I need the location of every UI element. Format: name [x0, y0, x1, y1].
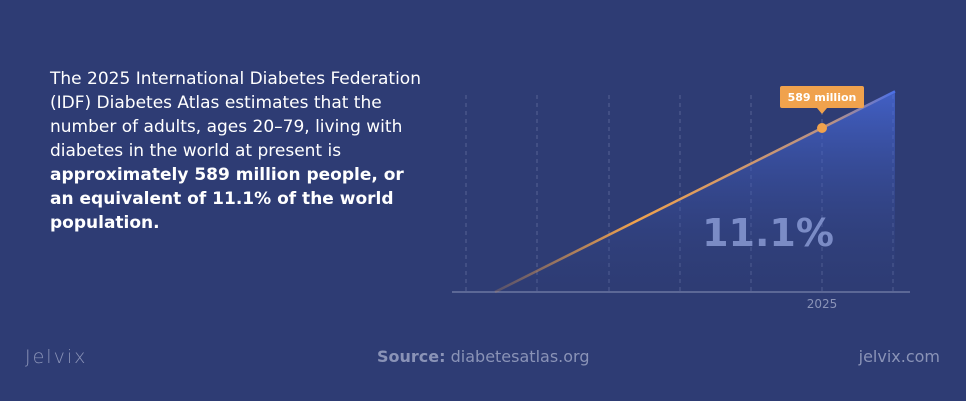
x-tick-label: 2025 [807, 297, 838, 311]
data-point-marker [817, 123, 827, 133]
chart-trend-line [494, 90, 896, 294]
chart-canvas: 11.1% 589 million 2025 [452, 86, 910, 311]
center-percent-label: 11.1% [702, 211, 834, 255]
callout-pointer [817, 108, 827, 114]
jelvix-logo: Jelvix [25, 346, 88, 368]
value-callout: 589 million [780, 86, 864, 114]
source-value: diabetesatlas.org [450, 347, 590, 366]
callout-box [780, 86, 864, 108]
source-label: Source: [377, 347, 446, 366]
site-url: jelvix.com [858, 347, 940, 366]
source-citation: Source: diabetesatlas.org [377, 347, 589, 366]
intro-text: The 2025 International Diabetes Federati… [50, 69, 421, 161]
intro-paragraph: The 2025 International Diabetes Federati… [50, 67, 430, 235]
callout-label: 589 million [788, 91, 857, 104]
intro-text-bold: approximately 589 million people, or an … [50, 165, 404, 233]
